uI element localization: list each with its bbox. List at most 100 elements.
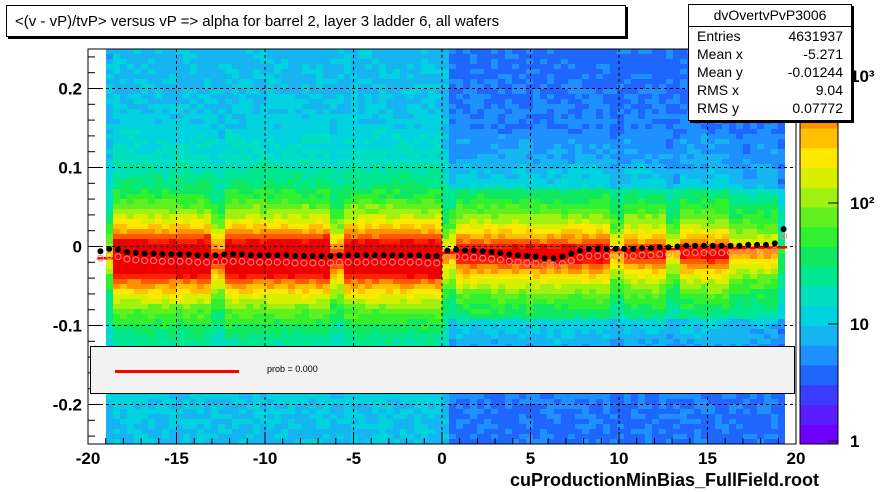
heatmap-cell [414,129,421,134]
heatmap-cell [379,414,386,419]
heatmap-cell [491,409,498,414]
heatmap-cell [435,404,442,409]
heatmap-cell [253,164,260,169]
heatmap-cell [540,404,547,409]
heatmap-cell [358,209,365,214]
heatmap-cell [148,294,155,299]
heatmap-cell [330,424,337,429]
heatmap-cell [218,404,225,409]
heatmap-cell [141,399,148,404]
heatmap-cell [281,139,288,144]
heatmap-cell [351,184,358,189]
heatmap-cell [309,319,316,324]
heatmap-cell [253,424,260,429]
heatmap-cell [358,259,365,264]
heatmap-cell [134,229,141,234]
heatmap-cell [281,339,288,344]
heatmap-cell [365,184,372,189]
heatmap-cell [512,79,519,84]
heatmap-cell [169,419,176,424]
heatmap-cell [204,144,211,149]
heatmap-cell [400,299,407,304]
heatmap-cell [211,269,218,274]
heatmap-cell [344,154,351,159]
heatmap-cell [540,284,547,289]
heatmap-cell [127,124,134,129]
heatmap-cell [512,114,519,119]
heatmap-cell [463,54,470,59]
heatmap-cell [274,124,281,129]
heatmap-cell [526,164,533,169]
heatmap-cell [407,74,414,79]
heatmap-cell [127,294,134,299]
heatmap-cell [365,54,372,59]
heatmap-cell [281,424,288,429]
heatmap-cell [414,74,421,79]
heatmap-cell [372,244,379,249]
heatmap-cell [323,104,330,109]
heatmap-cell [316,179,323,184]
heatmap-cell [442,139,449,144]
heatmap-cell [365,274,372,279]
heatmap-cell [148,394,155,399]
heatmap-cell [197,419,204,424]
heatmap-cell [218,69,225,74]
heatmap-cell [190,309,197,314]
heatmap-cell [323,264,330,269]
heatmap-cell [225,409,232,414]
heatmap-cell [379,199,386,204]
heatmap-cell [127,274,134,279]
heatmap-cell [344,404,351,409]
heatmap-cell [379,224,386,229]
heatmap-cell [386,169,393,174]
heatmap-cell [337,114,344,119]
heatmap-cell [225,59,232,64]
heatmap-cell [540,329,547,334]
heatmap-cell [218,184,225,189]
heatmap-cell [477,309,484,314]
heatmap-cell [456,179,463,184]
heatmap-cell [435,154,442,159]
heatmap-cell [225,119,232,124]
heatmap-cell [540,159,547,164]
heatmap-cell [491,329,498,334]
heatmap-cell [470,109,477,114]
heatmap-cell [197,124,204,129]
heatmap-cell [309,324,316,329]
heatmap-cell [491,134,498,139]
heatmap-cell [141,114,148,119]
heatmap-cell [232,414,239,419]
heatmap-cell [435,99,442,104]
heatmap-cell [260,329,267,334]
heatmap-cell [323,54,330,59]
heatmap-cell [232,69,239,74]
heatmap-cell [113,59,120,64]
heatmap-cell [141,229,148,234]
heatmap-cell [162,129,169,134]
heatmap-cell [470,99,477,104]
heatmap-cell [505,269,512,274]
heatmap-cell [498,339,505,344]
heatmap-cell [358,159,365,164]
heatmap-cell [211,79,218,84]
heatmap-cell [477,144,484,149]
heatmap-cell [386,199,393,204]
heatmap-cell [470,339,477,344]
heatmap-cell [526,409,533,414]
heatmap-cell [295,289,302,294]
heatmap-cell [176,224,183,229]
heatmap-cell [351,419,358,424]
heatmap-cell [421,229,428,234]
heatmap-cell [225,179,232,184]
heatmap-cell [540,204,547,209]
heatmap-cell [365,69,372,74]
heatmap-cell [372,179,379,184]
heatmap-cell [512,179,519,184]
heatmap-cell [274,214,281,219]
heatmap-cell [435,224,442,229]
heatmap-cell [393,134,400,139]
heatmap-cell [484,159,491,164]
heatmap-cell [351,324,358,329]
heatmap-cell [337,199,344,204]
heatmap-cell [316,244,323,249]
